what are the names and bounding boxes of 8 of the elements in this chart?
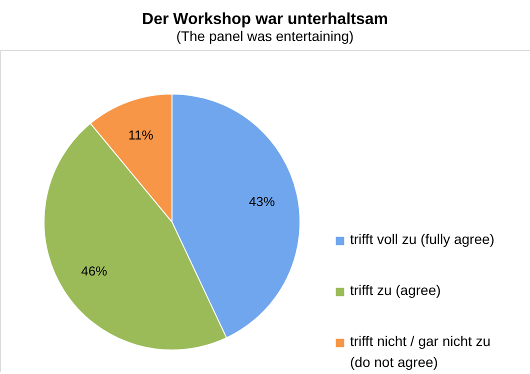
legend-label: trifft nicht / gar nicht zu (do not agree) — [350, 333, 491, 370]
chart-subtitle: (The panel was entertaining) — [176, 28, 354, 44]
chart-title: Der Workshop war unterhaltsam — [142, 11, 388, 28]
data-label: 46% — [81, 263, 108, 278]
data-label: 43% — [248, 194, 276, 209]
data-label: 11% — [128, 127, 154, 142]
legend-label: trifft zu (agree) — [350, 282, 441, 298]
legend-label: trifft voll zu (fully agree) — [350, 231, 494, 247]
